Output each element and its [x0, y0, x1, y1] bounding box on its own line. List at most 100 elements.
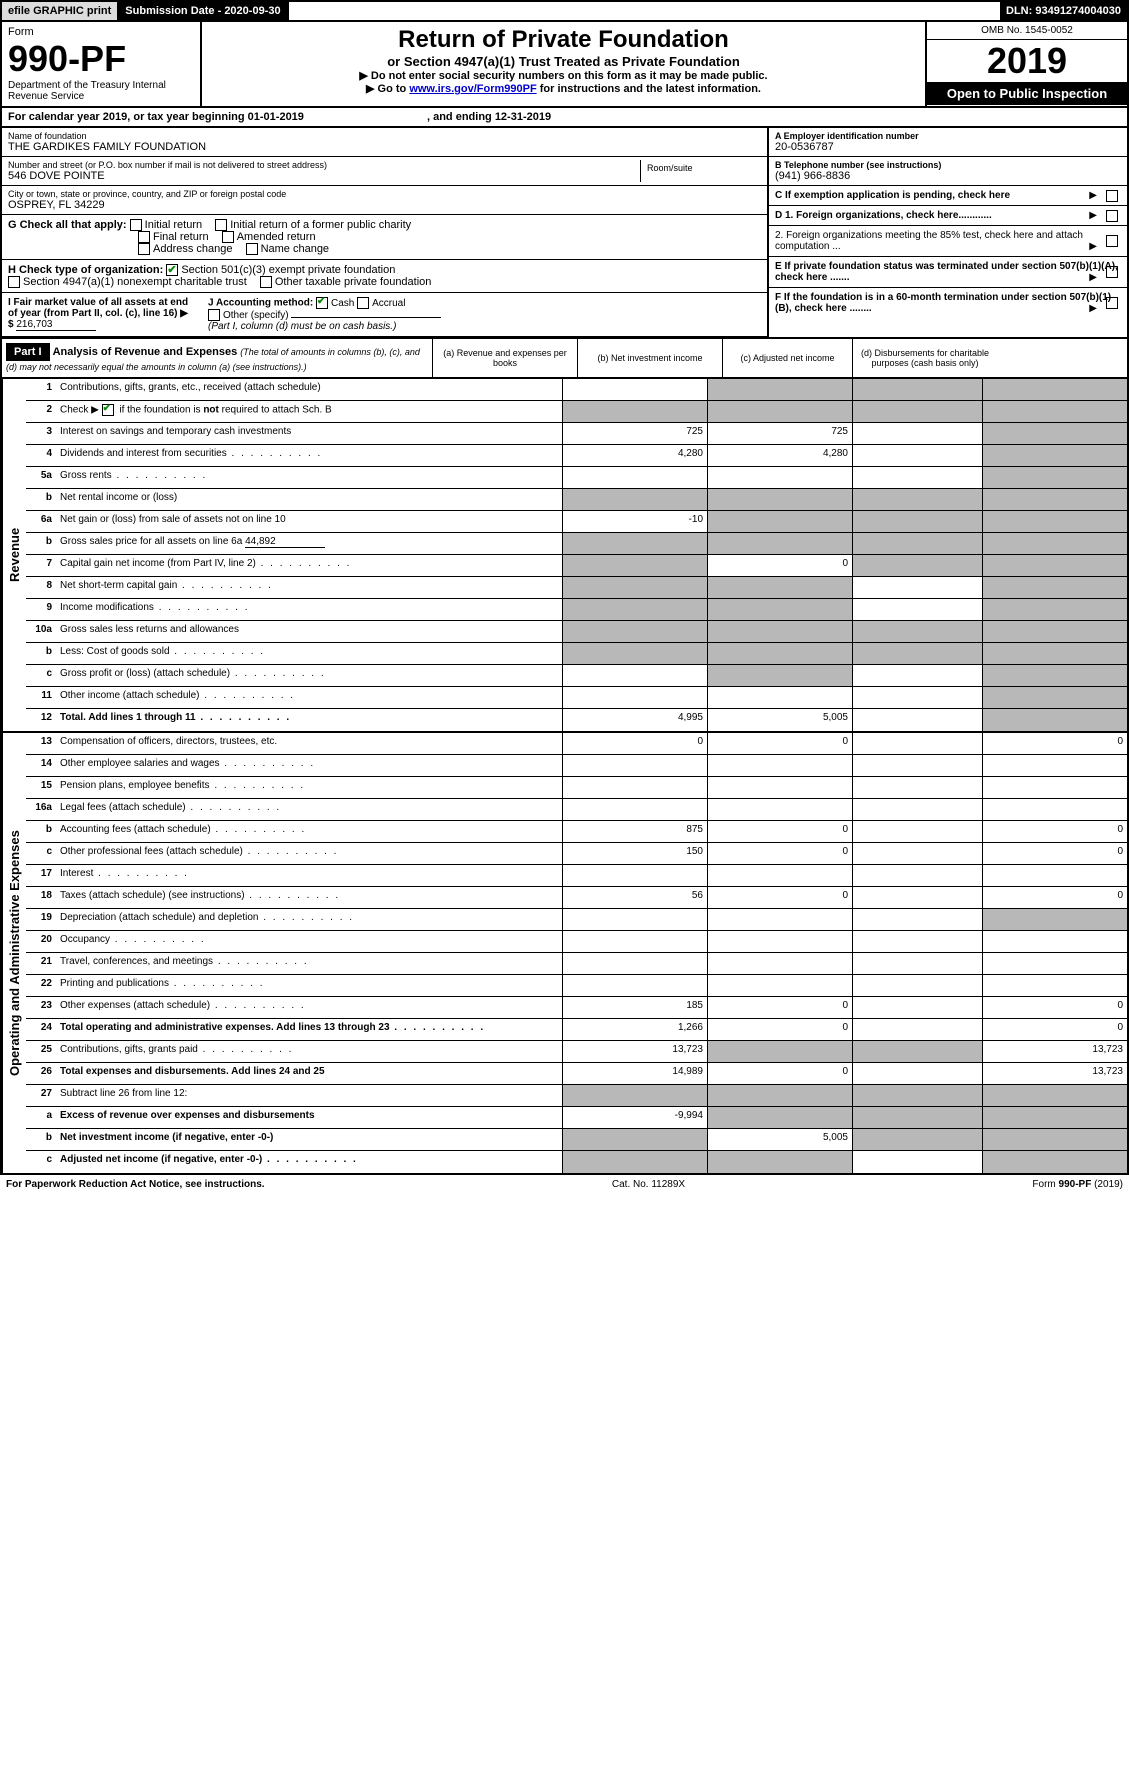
- ln-10b: b: [26, 643, 56, 664]
- g-label: G Check all that apply:: [8, 219, 127, 231]
- cb-d2[interactable]: [1106, 235, 1118, 247]
- ln-17: 17: [26, 865, 56, 886]
- cb-f[interactable]: [1106, 297, 1118, 309]
- lbl-4947: Section 4947(a)(1) nonexempt charitable …: [23, 276, 247, 288]
- lbl-final: Final return: [153, 231, 209, 243]
- cb-other-taxable[interactable]: [260, 276, 272, 288]
- d-16b: Accounting fees (attach schedule): [56, 821, 562, 842]
- cb-cash[interactable]: [316, 297, 328, 309]
- v-16ca: 150: [562, 843, 707, 864]
- g-checkboxes: G Check all that apply: Initial return I…: [2, 215, 767, 260]
- ln-2: 2: [26, 401, 56, 422]
- v-18b: 0: [707, 887, 852, 908]
- ln-27: 27: [26, 1085, 56, 1106]
- omb-number: OMB No. 1545-0052: [927, 22, 1127, 40]
- v-25a: 13,723: [562, 1041, 707, 1062]
- cb-name-change[interactable]: [246, 243, 258, 255]
- city-value: OSPREY, FL 34229: [8, 199, 761, 211]
- cb-accrual[interactable]: [357, 297, 369, 309]
- v-12a: 4,995: [562, 709, 707, 731]
- v-3b: 725: [707, 423, 852, 444]
- foundation-name: THE GARDIKES FAMILY FOUNDATION: [8, 141, 761, 153]
- cb-final[interactable]: [138, 231, 150, 243]
- v-16cd: 0: [982, 843, 1127, 864]
- form-number: 990-PF: [8, 38, 194, 80]
- ln-27a: a: [26, 1107, 56, 1128]
- lbl-initial-former: Initial return of a former public charit…: [230, 219, 411, 231]
- ln-4: 4: [26, 445, 56, 466]
- col-d-head: (d) Disbursements for charitable purpose…: [852, 339, 997, 377]
- calyear-end: , and ending 12-31-2019: [427, 111, 551, 123]
- form-subtitle: or Section 4947(a)(1) Trust Treated as P…: [206, 54, 921, 69]
- v-12b: 5,005: [707, 709, 852, 731]
- v-3a: 725: [562, 423, 707, 444]
- ln-23: 23: [26, 997, 56, 1018]
- lbl-name-change: Name change: [261, 243, 330, 255]
- ln-6b: b: [26, 533, 56, 554]
- e-terminated: E If private foundation status was termi…: [769, 257, 1127, 288]
- department: Department of the Treasury Internal Reve…: [8, 80, 194, 102]
- footer-left: For Paperwork Reduction Act Notice, see …: [6, 1179, 265, 1190]
- cb-4947[interactable]: [8, 276, 20, 288]
- d-10b: Less: Cost of goods sold: [56, 643, 562, 664]
- cb-d1[interactable]: [1106, 210, 1118, 222]
- j-note: (Part I, column (d) must be on cash basi…: [208, 321, 396, 332]
- ln-26: 26: [26, 1063, 56, 1084]
- d-26: Total expenses and disbursements. Add li…: [56, 1063, 562, 1084]
- v-4b: 4,280: [707, 445, 852, 466]
- v-27bb: 5,005: [707, 1129, 852, 1150]
- d-16a: Legal fees (attach schedule): [56, 799, 562, 820]
- cb-501c3[interactable]: [166, 264, 178, 276]
- lbl-cash: Cash: [331, 298, 354, 309]
- open-inspection: Open to Public Inspection: [927, 82, 1127, 105]
- d1-foreign: D 1. Foreign organizations, check here..…: [769, 206, 1127, 226]
- d-27c: Adjusted net income (if negative, enter …: [56, 1151, 562, 1173]
- phone-value: (941) 966-8836: [775, 170, 1121, 182]
- cb-other-method[interactable]: [208, 309, 220, 321]
- note2-post: for instructions and the latest informat…: [537, 83, 761, 95]
- ein-value: 20-0536787: [775, 141, 1121, 153]
- v-16bd: 0: [982, 821, 1127, 842]
- calyear-begin: For calendar year 2019, or tax year begi…: [8, 111, 304, 123]
- col-a-head: (a) Revenue and expenses per books: [432, 339, 577, 377]
- v-4a: 4,280: [562, 445, 707, 466]
- d-5a: Gross rents: [56, 467, 562, 488]
- cb-initial-former[interactable]: [215, 219, 227, 231]
- v-26b: 0: [707, 1063, 852, 1084]
- v-24d: 0: [982, 1019, 1127, 1040]
- cb-e[interactable]: [1106, 266, 1118, 278]
- ln-5a: 5a: [26, 467, 56, 488]
- name-label: Name of foundation: [8, 131, 761, 141]
- lbl-501c3: Section 501(c)(3) exempt private foundat…: [181, 264, 395, 276]
- col-c-head: (c) Adjusted net income: [722, 339, 852, 377]
- revenue-table: Revenue 1Contributions, gifts, grants, e…: [0, 379, 1129, 733]
- d-13: Compensation of officers, directors, tru…: [56, 733, 562, 754]
- calendar-year-row: For calendar year 2019, or tax year begi…: [0, 108, 1129, 128]
- cb-c[interactable]: [1106, 190, 1118, 202]
- ln-22: 22: [26, 975, 56, 996]
- v-16ba: 875: [562, 821, 707, 842]
- submission-date: Submission Date - 2020-09-30: [119, 2, 288, 20]
- d-12: Total. Add lines 1 through 11: [56, 709, 562, 731]
- cb-addr-change[interactable]: [138, 243, 150, 255]
- cb-initial[interactable]: [130, 219, 142, 231]
- lbl-accrual: Accrual: [372, 298, 405, 309]
- phone-label: B Telephone number (see instructions): [775, 160, 1121, 170]
- cb-amended[interactable]: [222, 231, 234, 243]
- ein-label: A Employer identification number: [775, 131, 1121, 141]
- d-4: Dividends and interest from securities: [56, 445, 562, 466]
- d-24: Total operating and administrative expen…: [56, 1019, 562, 1040]
- tax-year: 2019: [927, 40, 1127, 82]
- ln-13: 13: [26, 733, 56, 754]
- ln-24: 24: [26, 1019, 56, 1040]
- cb-schb[interactable]: [102, 404, 114, 416]
- lbl-addr-change: Address change: [153, 243, 233, 255]
- d-27: Subtract line 26 from line 12:: [56, 1085, 562, 1106]
- v-23d: 0: [982, 997, 1127, 1018]
- ln-11: 11: [26, 687, 56, 708]
- irs-link[interactable]: www.irs.gov/Form990PF: [409, 83, 536, 95]
- d-20: Occupancy: [56, 931, 562, 952]
- v-6b-inline: 44,892: [245, 536, 325, 548]
- efile-print-button[interactable]: efile GRAPHIC print: [2, 2, 119, 20]
- d-2: Check ▶ if the foundation is not require…: [56, 401, 562, 422]
